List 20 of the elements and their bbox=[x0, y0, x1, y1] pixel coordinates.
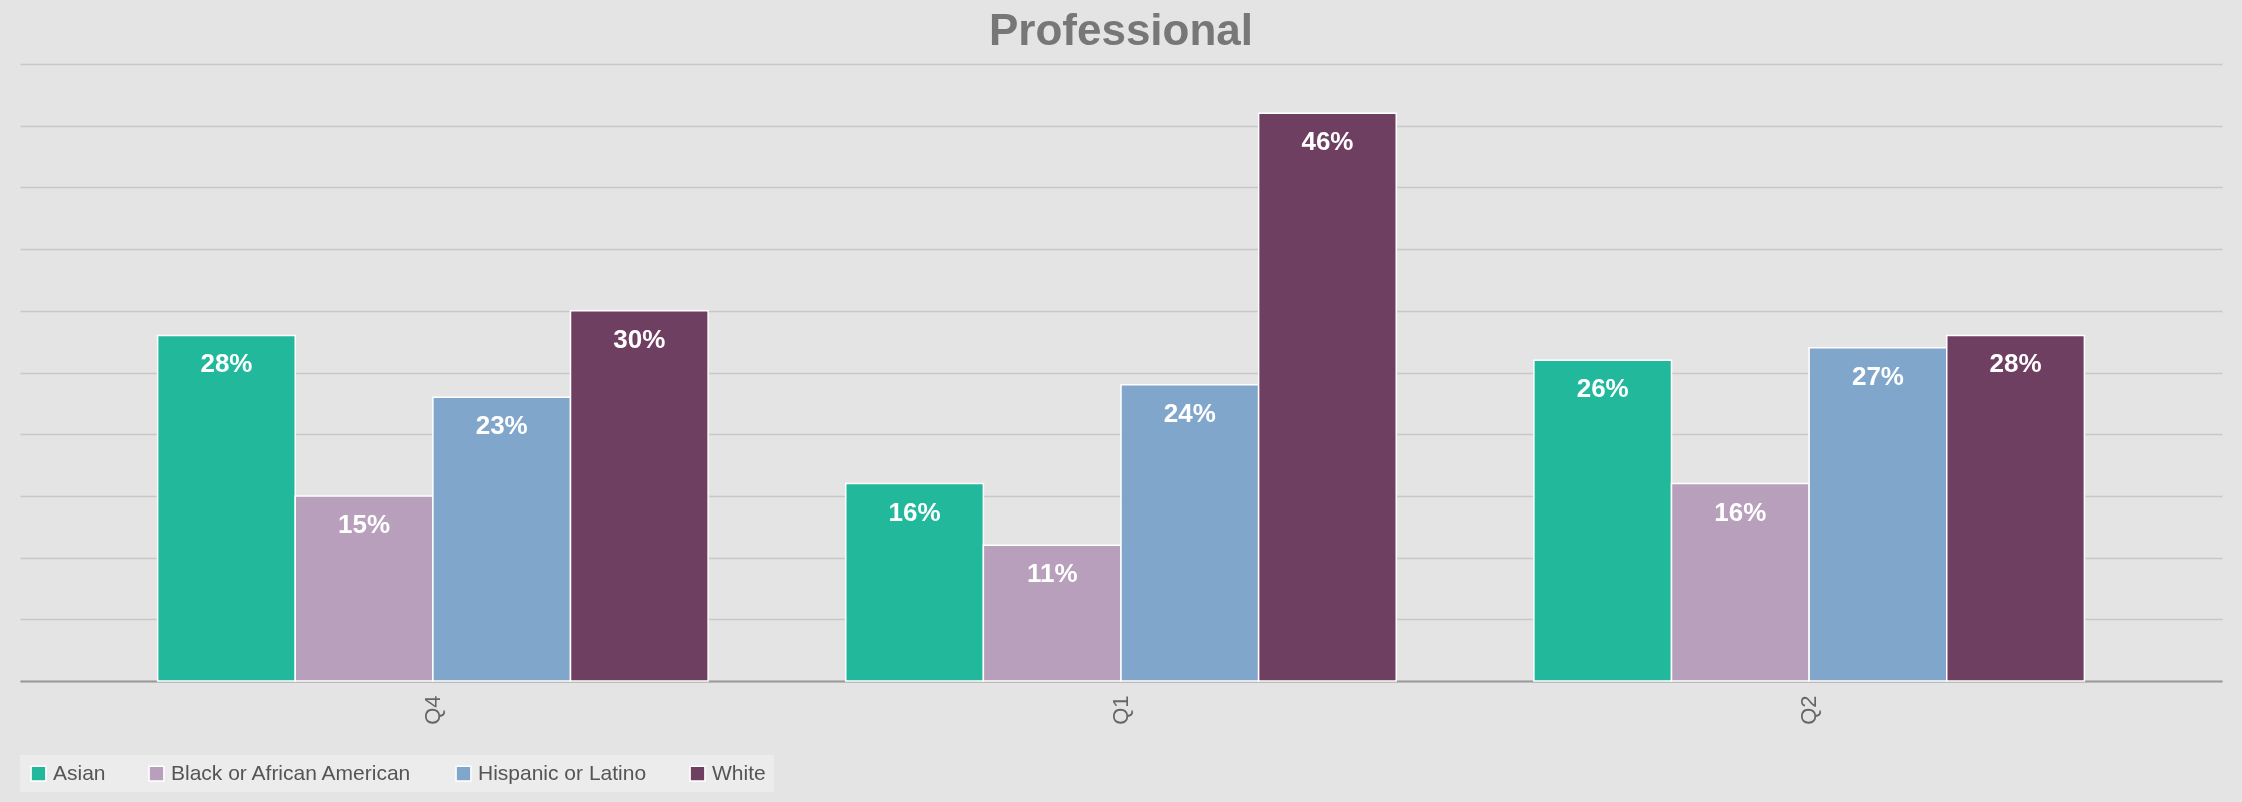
data-label: 28% bbox=[200, 348, 253, 379]
x-tick-label: Q1 bbox=[1108, 695, 1133, 725]
data-label: 23% bbox=[475, 410, 528, 441]
x-tick-label: Q4 bbox=[419, 695, 445, 725]
x-tick-label: Q2 bbox=[1796, 695, 1822, 725]
legend-label: Hispanic or Latino bbox=[478, 760, 647, 784]
data-label: 24% bbox=[1163, 397, 1216, 428]
legend-label: Asian bbox=[53, 760, 106, 784]
data-label: 26% bbox=[1576, 373, 1629, 404]
chart-title: Professional bbox=[988, 5, 1254, 54]
data-label: 16% bbox=[888, 496, 941, 527]
legend-label: White bbox=[712, 760, 766, 784]
data-label: 11% bbox=[1026, 558, 1078, 589]
data-label: 30% bbox=[613, 323, 666, 354]
legend-label: Black or African American bbox=[171, 760, 411, 784]
data-label: 16% bbox=[1714, 496, 1767, 527]
data-label: 15% bbox=[338, 508, 391, 539]
data-label: 28% bbox=[1989, 348, 2042, 379]
data-label: 27% bbox=[1851, 360, 1904, 391]
data-label: 46% bbox=[1301, 126, 1354, 157]
